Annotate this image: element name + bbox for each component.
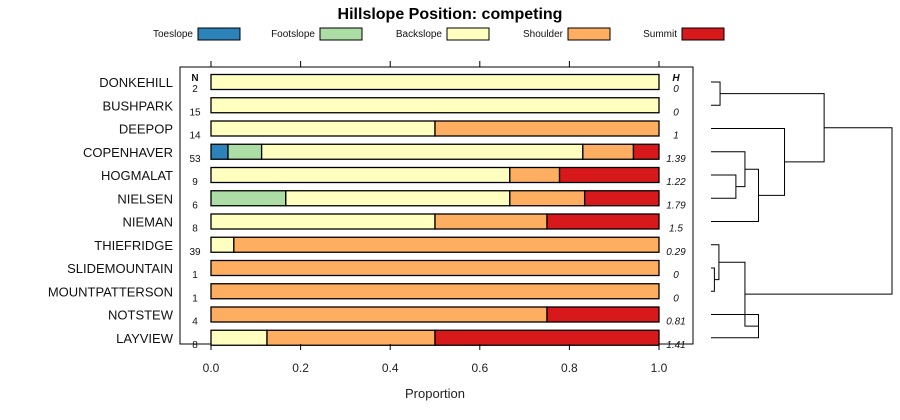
bar-segment-backslope [260,143,584,160]
bar-segment-backslope [210,213,436,230]
row-h-value: 1.22 [666,177,686,188]
bar-segment-summit [546,306,660,323]
row-n-value: 39 [189,247,201,258]
row-label: THIEFRIDGE [94,238,173,253]
bar-segment-summit [434,329,660,346]
legend-swatch-backslope [446,27,490,41]
chart-title: Hillslope Position: competing [338,6,563,23]
bar-segment-backslope [210,166,511,184]
bar-segment-toeslope [210,143,229,160]
legend-swatch-summit [681,27,725,41]
legend-label-shoulder: Shoulder [523,29,564,40]
row-label: DONKEHILL [99,75,173,90]
row-h-value: 1.39 [666,154,686,165]
dendrogram [711,81,893,339]
bar-segment-backslope [210,73,660,91]
bar-segment-footslope [227,143,263,160]
row-label: NIELSEN [117,191,173,206]
row-h-value: 0 [673,270,679,281]
bar-segment-backslope [210,236,235,253]
bar-segment-shoulder [509,166,561,184]
row-h-value: 1 [673,131,679,142]
dendrogram-branch [711,267,715,292]
row-label: LAYVIEW [116,331,174,346]
row-label: BUSHPARK [102,98,173,113]
x-tick-label: 0.2 [292,361,309,375]
row-n-value: 15 [189,107,201,118]
n-header: N [191,73,198,84]
bar-segment-shoulder [434,213,548,230]
legend-label-backslope: Backslope [396,29,443,40]
bar-segment-shoulder [434,120,660,137]
dendrogram-branch [711,314,760,339]
bar-segment-backslope [210,97,660,114]
row-label: NIEMAN [122,215,173,230]
bar-segment-shoulder [210,259,660,277]
row-n-value: 9 [192,177,198,188]
dendrogram-branch [711,81,721,106]
bar-segment-shoulder [582,143,635,160]
bar-segment-summit [558,166,660,184]
row-n-value: 1 [192,270,198,281]
row-h-value: 1.41 [666,340,685,351]
x-tick-label: 0.8 [561,361,578,375]
legend-swatch-footslope [319,27,363,41]
x-tick-label: 0.4 [382,361,399,375]
row-n-value: 4 [192,317,198,328]
bar-segment-shoulder [509,190,586,207]
x-tick-label: 0.0 [203,361,220,375]
legend-label-footslope: Footslope [271,29,315,40]
row-h-value: 0 [673,107,679,118]
row-n-value: 8 [192,340,198,351]
bar-segment-shoulder [266,329,436,346]
row-label: NOTSTEW [108,308,174,323]
row-n-value: 2 [192,84,198,95]
dendrogram-branch [711,151,746,188]
bar-segment-backslope [285,190,511,207]
row-label: MOUNTPATTERSON [48,284,173,299]
legend: Toeslope Footslope Backslope Shoulder Summit [153,27,725,41]
x-tick-label: 0.6 [471,361,488,375]
row-h-value: 0.29 [666,247,686,258]
bar-segment-backslope [210,329,268,346]
legend-swatch-shoulder [567,27,611,41]
row-label: HOGMALAT [101,168,173,183]
row-n-value: 14 [189,131,201,142]
row-h-value: 0 [673,293,679,304]
row-h-value: 1.79 [666,200,686,211]
row-n-value: 8 [192,224,198,235]
dendrogram-branch [711,128,786,196]
bar-segment-shoulder [210,306,548,323]
h-header: H [672,73,680,84]
x-axis-label: Proportion [405,386,465,401]
legend-label-summit: Summit [643,29,677,40]
bar-segment-backslope [210,120,436,137]
bar-segment-footslope [210,190,287,207]
legend-swatch-toeslope [197,27,241,41]
dendrogram-branch [711,174,737,199]
bar-segment-summit [546,213,660,230]
row-h-value: 0.81 [666,317,685,328]
dendrogram-branch [711,168,760,222]
row-label: COPENHAVER [83,145,173,160]
row-n-value: 1 [192,293,198,304]
x-tick-label: 1.0 [651,361,668,375]
row-h-value: 1.5 [669,224,683,235]
dendrogram-branch [711,244,720,281]
bar-segment-shoulder [210,283,660,300]
legend-label-toeslope: Toeslope [153,29,193,40]
row-label: SLIDEMOUNTAIN [67,261,173,276]
row-n-value: 53 [189,154,201,165]
dendrogram-branch [744,127,893,295]
bar-segment-shoulder [233,236,660,253]
x-axis: 0.0 0.2 0.4 0.6 0.8 1.0 [203,61,668,375]
row-n-value: 6 [192,200,198,211]
bar-segment-summit [632,143,660,160]
bar-segment-summit [583,190,660,207]
row-label: DEEPOP [119,122,173,137]
row-h-value: 0 [673,84,679,95]
